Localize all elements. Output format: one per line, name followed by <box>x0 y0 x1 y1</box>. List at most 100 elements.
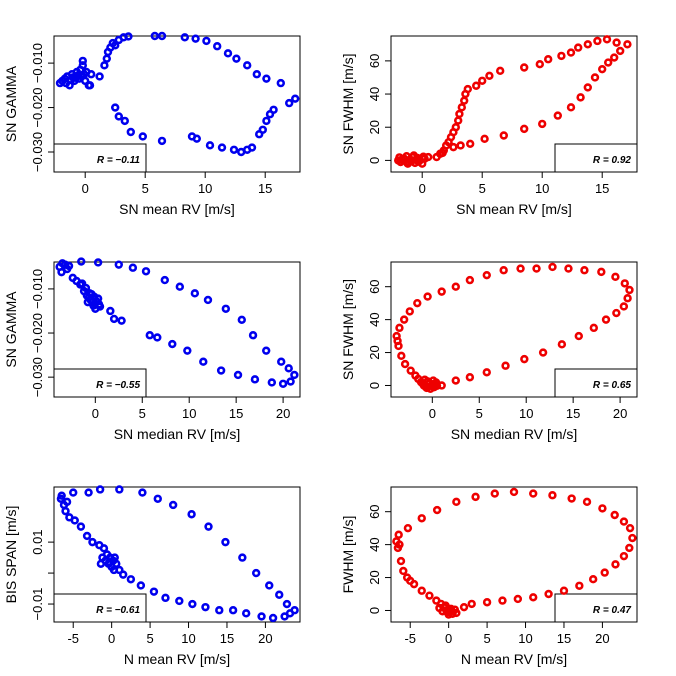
data-point <box>619 517 629 526</box>
data-point <box>150 31 160 41</box>
data-point <box>628 533 637 543</box>
data-point <box>456 141 465 150</box>
data-point <box>124 32 133 41</box>
data-point <box>615 46 625 56</box>
data-point <box>454 116 463 125</box>
correlation-label: R = 0.47 <box>593 605 632 616</box>
data-point <box>471 492 480 502</box>
data-point <box>105 558 114 567</box>
data-point <box>99 544 109 553</box>
data-point <box>282 599 292 609</box>
x-tick-label: 15 <box>220 631 234 646</box>
data-point <box>64 261 74 271</box>
data-point <box>451 123 460 132</box>
data-point <box>438 148 447 158</box>
x-tick-label: 10 <box>181 631 195 646</box>
data-point <box>619 302 629 311</box>
data-point <box>109 314 119 324</box>
data-point <box>395 153 404 162</box>
x-tick-label: 0 <box>92 406 99 421</box>
data-point <box>602 35 612 44</box>
x-tick-label: 15 <box>258 181 272 196</box>
x-tick-label: 0 <box>108 631 115 646</box>
data-point <box>623 40 632 49</box>
data-point <box>499 131 508 140</box>
data-point <box>480 134 489 144</box>
data-point <box>516 264 525 273</box>
data-point <box>498 596 507 605</box>
data-point <box>437 287 446 296</box>
data-point <box>573 43 583 52</box>
data-point <box>583 83 592 92</box>
data-point <box>138 488 147 497</box>
x-tick-label: 10 <box>519 406 533 421</box>
data-point <box>221 537 230 547</box>
data-point <box>566 48 576 57</box>
data-point <box>611 560 620 569</box>
data-point <box>625 523 635 533</box>
y-tick-label: −0.020 <box>30 313 45 353</box>
data-point <box>566 103 576 112</box>
y-axis-label: SN GAMMA <box>3 65 19 142</box>
data-point <box>138 132 148 141</box>
data-point <box>482 598 492 607</box>
correlation-label: R = −0.61 <box>96 605 140 616</box>
data-point <box>409 151 418 160</box>
data-point <box>114 112 124 121</box>
data-point <box>623 294 632 303</box>
plot-frame <box>390 35 638 173</box>
data-point <box>425 591 434 600</box>
chart-panel-5: -5 0 5 10 15 20 −0.01 0.01 N mean RV [m/s] BIS SP… <box>3 485 301 667</box>
x-tick-label: 20 <box>276 406 290 421</box>
data-point <box>145 331 154 340</box>
data-point <box>255 130 264 139</box>
x-axis-label: N mean RV [m/s] <box>124 651 230 667</box>
correlation-box <box>554 368 638 398</box>
data-point <box>404 157 414 167</box>
x-tick-label: 20 <box>613 406 627 421</box>
data-point <box>265 110 275 119</box>
chart-panel-2: 0 5 10 15 0 20 40 60 SN mean RV [m/s] SN FWHM [m/… <box>340 35 638 217</box>
data-point <box>190 289 200 298</box>
x-tick-label: 0 <box>419 181 426 196</box>
data-point <box>457 103 466 112</box>
data-point <box>268 613 278 623</box>
y-tick-label: 0 <box>367 607 382 614</box>
data-point <box>215 606 224 615</box>
data-point <box>532 264 541 273</box>
data-point <box>620 279 629 288</box>
data-point <box>395 540 404 549</box>
data-point <box>478 76 487 85</box>
y-tick-label: 0 <box>367 157 382 164</box>
data-point <box>118 570 128 579</box>
data-point <box>538 348 548 357</box>
data-point <box>472 81 481 90</box>
data-point <box>403 523 413 533</box>
chart-panel-1: 0 5 10 15 −0.030 −0.020 −0.010 SN mean RV [m/s]… <box>3 31 301 217</box>
data-point <box>576 93 585 102</box>
x-axis-label: SN median RV [m/s] <box>114 426 241 442</box>
data-point <box>619 551 629 561</box>
data-point <box>601 315 611 324</box>
data-point <box>537 119 547 129</box>
data-point <box>452 497 461 507</box>
data-point <box>238 553 247 562</box>
data-point <box>597 267 606 277</box>
data-point <box>57 267 66 277</box>
data-point <box>276 78 285 88</box>
data-point <box>482 270 491 280</box>
data-point <box>88 537 97 547</box>
data-point <box>598 504 607 513</box>
x-tick-label: -5 <box>67 631 79 646</box>
data-point <box>78 61 88 70</box>
data-point <box>251 568 261 578</box>
data-point <box>201 602 210 612</box>
data-point <box>114 260 123 269</box>
data-point <box>417 586 426 595</box>
y-tick-label: 40 <box>367 537 382 551</box>
data-point <box>102 54 112 63</box>
data-point <box>485 71 494 81</box>
data-point <box>501 361 510 370</box>
data-point <box>575 581 584 590</box>
